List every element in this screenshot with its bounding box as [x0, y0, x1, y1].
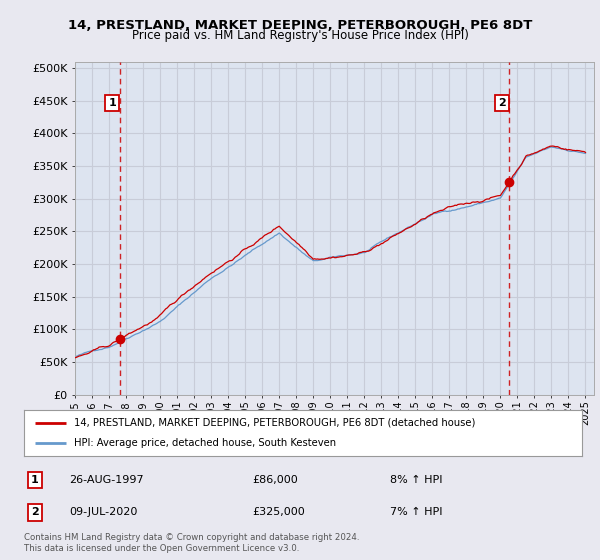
Text: 7% ↑ HPI: 7% ↑ HPI [390, 507, 443, 517]
Text: Contains HM Land Registry data © Crown copyright and database right 2024.
This d: Contains HM Land Registry data © Crown c… [24, 533, 359, 553]
Text: 14, PRESTLAND, MARKET DEEPING, PETERBOROUGH, PE6 8DT: 14, PRESTLAND, MARKET DEEPING, PETERBORO… [68, 19, 532, 32]
Text: 14, PRESTLAND, MARKET DEEPING, PETERBOROUGH, PE6 8DT (detached house): 14, PRESTLAND, MARKET DEEPING, PETERBORO… [74, 418, 476, 428]
Text: Price paid vs. HM Land Registry's House Price Index (HPI): Price paid vs. HM Land Registry's House … [131, 29, 469, 42]
Text: HPI: Average price, detached house, South Kesteven: HPI: Average price, detached house, Sout… [74, 438, 337, 449]
Text: £325,000: £325,000 [252, 507, 305, 517]
Text: 09-JUL-2020: 09-JUL-2020 [69, 507, 137, 517]
Text: 8% ↑ HPI: 8% ↑ HPI [390, 475, 443, 485]
Text: 2: 2 [31, 507, 38, 517]
Text: £86,000: £86,000 [252, 475, 298, 485]
Text: 26-AUG-1997: 26-AUG-1997 [69, 475, 143, 485]
Text: 1: 1 [31, 475, 38, 485]
Text: 2: 2 [498, 98, 505, 108]
Text: 1: 1 [109, 98, 116, 108]
